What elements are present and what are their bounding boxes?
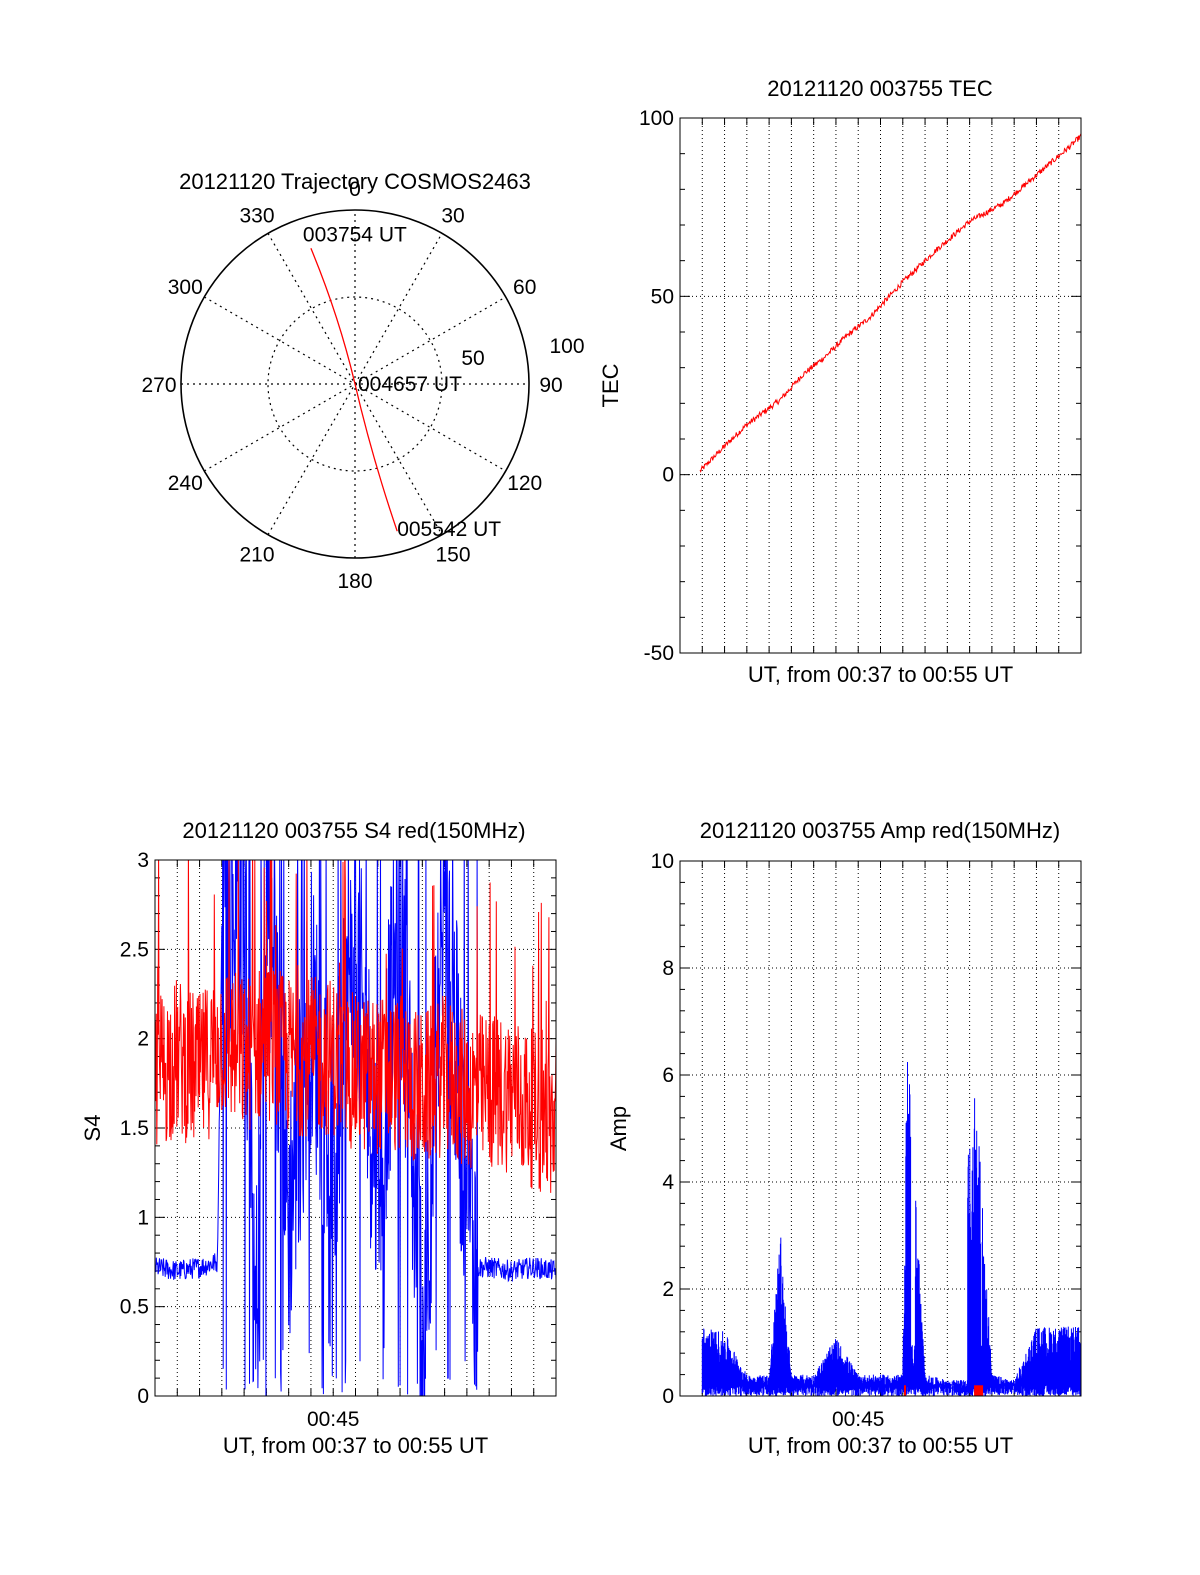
y-tick-label: 2 (137, 1028, 149, 1051)
y-tick-label: 4 (662, 1171, 674, 1194)
time-label: 003754 UT (303, 223, 407, 246)
series-group (155, 860, 556, 1396)
angle-labels: 0 30 60 90 120 150 180 210 240 270 300 330 (141, 178, 562, 593)
chart-title: 20121120 003755 TEC (767, 76, 993, 101)
angle-label: 240 (168, 472, 203, 495)
x-tick-label: 00:45 (832, 1408, 885, 1431)
s4-chart: 20121120 003755 S4 red(150MHz) 3 2.5 2 1.5 1… (80, 818, 557, 1458)
inner-circle (267, 296, 443, 472)
y-tick-label: 1 (137, 1206, 149, 1229)
s4-red-series (155, 860, 556, 1193)
grid (680, 117, 1081, 654)
tec-series-line (699, 133, 1082, 474)
amp-blue-series (701, 1062, 1082, 1396)
y-tick-label: 50 (651, 285, 674, 308)
y-tick-label: 3 (137, 849, 149, 872)
radial-label: 50 (461, 347, 484, 370)
y-tick-label: 0 (662, 464, 674, 487)
angle-label: 90 (539, 374, 562, 397)
angle-label: 150 (435, 544, 470, 567)
y-tick-label: 2.5 (120, 938, 149, 961)
y-tick-label: 1.5 (120, 1117, 149, 1140)
angle-label: 60 (513, 276, 536, 299)
trajectory-polar-chart: 20121120 Trajectory COSMOS2463 0 30 60 90 12… (141, 169, 584, 593)
s4-blue-series (155, 860, 556, 1396)
chart-title: 20121120 Trajectory COSMOS2463 (179, 169, 531, 194)
angle-label: 270 (141, 374, 176, 397)
x-tick-labels: 00:45 (832, 1408, 885, 1431)
angle-label: 120 (507, 472, 542, 495)
radial-label: 100 (549, 335, 584, 358)
y-tick-labels: 10 8 6 4 2 0 (651, 850, 675, 1408)
y-axis-label: S4 (80, 1115, 105, 1142)
y-tick-label: -50 (644, 642, 674, 665)
trajectory-line (310, 248, 398, 532)
time-label: 005542 UT (397, 518, 501, 541)
grid (680, 860, 1081, 1397)
x-tick-labels: 00:45 (307, 1408, 360, 1431)
angle-label: 0 (349, 178, 361, 201)
angle-label: 300 (168, 276, 203, 299)
angle-label: 180 (337, 570, 372, 593)
x-axis-label: UT, from 00:37 to 00:55 UT (223, 1433, 488, 1458)
tec-chart: 20121120 003755 TEC 100 50 0 -50 TEC UT, fr… (598, 76, 1082, 687)
plot-frame (679, 860, 1082, 1397)
y-tick-label: 100 (639, 107, 674, 130)
chart-title: 20121120 003755 S4 red(150MHz) (182, 818, 525, 843)
y-axis-label: Amp (606, 1106, 631, 1151)
trajectory-time-labels: 003754 UT 004657 UT 005542 UT (303, 223, 501, 541)
y-tick-label: 8 (662, 957, 674, 980)
chart-title: 20121120 003755 Amp red(150MHz) (700, 818, 1060, 843)
x-axis-label: UT, from 00:37 to 00:55 UT (748, 662, 1013, 687)
plot-frame (154, 859, 557, 1397)
y-tick-label: 0 (137, 1385, 149, 1408)
series-group (699, 133, 1082, 474)
plot-frame (679, 117, 1082, 654)
y-tick-labels: 100 50 0 -50 (639, 107, 674, 665)
y-axis-label: TEC (598, 363, 623, 407)
y-tick-label: 0 (662, 1385, 674, 1408)
amp-red-marker (974, 1385, 984, 1396)
amp-chart: 20121120 003755 Amp red(150MHz) 1086420 … (606, 818, 1082, 1458)
time-label: 004657 UT (358, 373, 462, 396)
angle-label: 330 (239, 204, 274, 227)
y-tick-label: 10 (651, 850, 674, 873)
x-axis-label: UT, from 00:37 to 00:55 UT (748, 1433, 1013, 1458)
trajectory (310, 248, 398, 532)
y-tick-label: 0.5 (120, 1296, 149, 1319)
series-group (701, 1062, 1082, 1396)
y-tick-label: 6 (662, 1064, 674, 1087)
y-tick-label: 2 (662, 1278, 674, 1301)
x-tick-label: 00:45 (307, 1408, 360, 1431)
y-tick-labels: 3 2.5 2 1.5 1 0.5 0 (120, 849, 149, 1408)
angle-label: 210 (239, 544, 274, 567)
angle-label: 30 (441, 204, 464, 227)
radial-labels: 50 100 (461, 335, 584, 370)
